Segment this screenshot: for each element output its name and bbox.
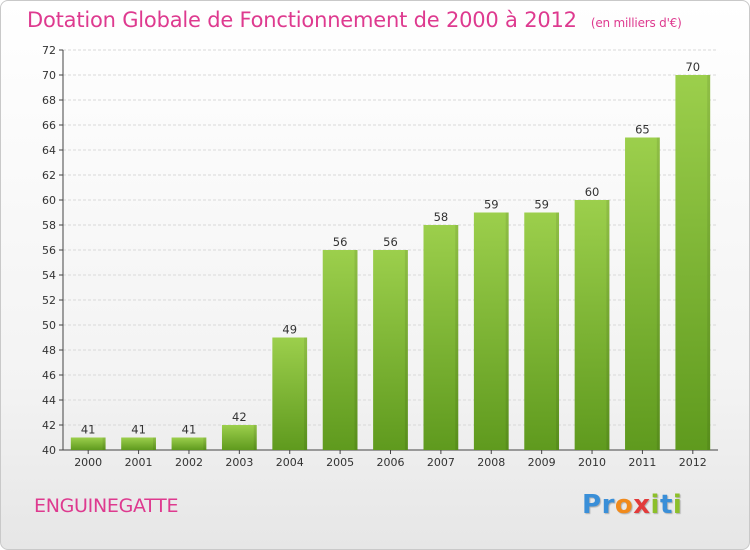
y-tick-label: 54 bbox=[42, 269, 56, 282]
logo-letter: t bbox=[659, 490, 673, 520]
y-tick-label: 60 bbox=[42, 194, 56, 207]
y-tick-label: 46 bbox=[42, 369, 56, 382]
y-tick-label: 40 bbox=[42, 444, 56, 457]
bars bbox=[70, 75, 711, 450]
x-tick-label: 2001 bbox=[125, 456, 153, 469]
x-tick-label: 2002 bbox=[175, 456, 203, 469]
data-label: 70 bbox=[685, 60, 700, 74]
bar-edge bbox=[455, 225, 459, 450]
axes: 40 42 44 46 48 50 52 54 56 58 60 62 64 66 68 70 72 2000 20… bbox=[42, 44, 718, 469]
x-tick-label: 2006 bbox=[377, 456, 405, 469]
x-tick-label: 2010 bbox=[578, 456, 606, 469]
x-tick-label: 2008 bbox=[477, 456, 505, 469]
bar-edge bbox=[404, 250, 408, 450]
logo-letter: P bbox=[582, 490, 602, 520]
bar bbox=[272, 337, 308, 450]
bar bbox=[121, 437, 156, 450]
bar-edge bbox=[707, 75, 711, 450]
y-tick-label: 70 bbox=[42, 69, 56, 82]
logo-letter: i bbox=[672, 490, 683, 520]
x-tick-label: 2011 bbox=[628, 456, 656, 469]
bar-edge bbox=[152, 437, 156, 450]
y-tick-label: 66 bbox=[42, 119, 56, 132]
data-label: 60 bbox=[585, 185, 600, 199]
x-tick-label: 2012 bbox=[679, 456, 707, 469]
y-tick-label: 42 bbox=[42, 419, 56, 432]
data-label: 56 bbox=[383, 235, 398, 249]
y-tick-label: 52 bbox=[42, 294, 56, 307]
y-tick-label: 56 bbox=[42, 244, 56, 257]
data-label: 59 bbox=[484, 198, 499, 212]
data-label: 41 bbox=[182, 423, 197, 437]
data-label: 41 bbox=[81, 423, 96, 437]
data-label: 59 bbox=[534, 198, 549, 212]
logo-letter: r bbox=[601, 490, 615, 520]
bar bbox=[322, 250, 358, 450]
x-tick-label: 2009 bbox=[528, 456, 556, 469]
data-label: 58 bbox=[434, 210, 449, 224]
y-tick-label: 72 bbox=[42, 44, 56, 57]
bar bbox=[574, 200, 610, 450]
y-tick-label: 62 bbox=[42, 169, 56, 182]
y-tick-label: 64 bbox=[42, 144, 56, 157]
x-tick-label: 2004 bbox=[276, 456, 304, 469]
y-tick-label: 68 bbox=[42, 94, 56, 107]
logo-letter: i bbox=[650, 490, 660, 520]
bar bbox=[675, 75, 711, 450]
x-tick-label: 2003 bbox=[225, 456, 253, 469]
x-tick-label: 2000 bbox=[74, 456, 102, 469]
data-label: 65 bbox=[635, 123, 650, 137]
y-tick-label: 50 bbox=[42, 319, 56, 332]
bar-edge bbox=[505, 212, 509, 450]
y-tick-label: 44 bbox=[42, 394, 56, 407]
city-name: ENGUINEGATTE bbox=[34, 495, 179, 517]
bar bbox=[373, 250, 408, 450]
x-tick-label: 2007 bbox=[427, 456, 455, 469]
bar bbox=[221, 425, 257, 450]
proxiti-logo[interactable]: Proxiti bbox=[582, 490, 682, 520]
bar bbox=[625, 137, 660, 450]
data-label: 41 bbox=[131, 423, 146, 437]
bar bbox=[524, 212, 560, 450]
bar-edge bbox=[556, 212, 560, 450]
bar bbox=[70, 437, 106, 450]
data-label: 49 bbox=[282, 323, 297, 337]
bar-edge bbox=[656, 137, 660, 450]
x-tick-label: 2005 bbox=[326, 456, 354, 469]
data-label: 42 bbox=[232, 410, 247, 424]
bar bbox=[171, 437, 207, 450]
bar bbox=[473, 212, 509, 450]
value-labels: 41 41 41 42 49 56 56 58 59 59 60 65 70 bbox=[81, 60, 700, 437]
chart-title-text: Dotation Globale de Fonctionnement de 20… bbox=[27, 8, 577, 32]
y-tick-label: 48 bbox=[42, 344, 56, 357]
logo-letter: x bbox=[633, 490, 651, 520]
y-tick-label: 58 bbox=[42, 219, 56, 232]
bar-edge bbox=[304, 337, 308, 450]
bar-edge bbox=[253, 425, 257, 450]
bar-edge bbox=[606, 200, 610, 450]
bar bbox=[423, 225, 459, 450]
bar-edge bbox=[203, 437, 207, 450]
data-label: 56 bbox=[333, 235, 348, 249]
logo-letter: o bbox=[614, 490, 634, 520]
bar-edge bbox=[354, 250, 358, 450]
chart-subtitle: (en milliers d'€) bbox=[590, 16, 682, 30]
chart-title: Dotation Globale de Fonctionnement de 20… bbox=[27, 8, 682, 32]
bar-edge bbox=[102, 437, 106, 450]
